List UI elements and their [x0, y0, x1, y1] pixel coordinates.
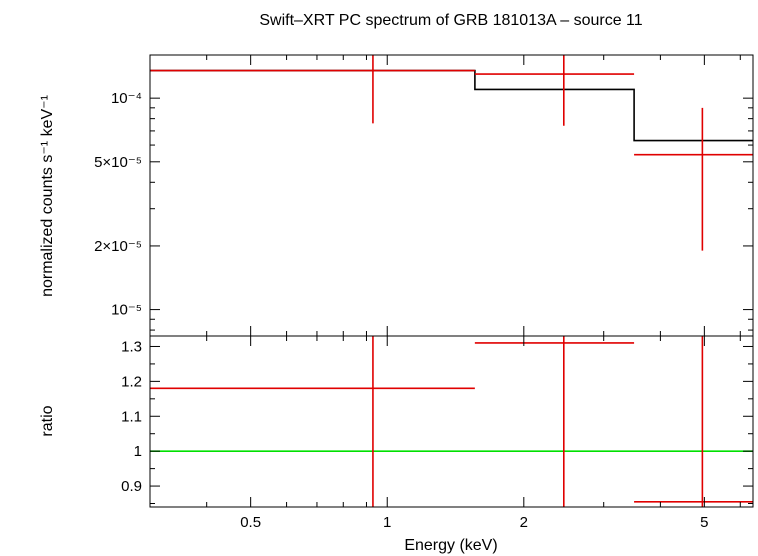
ratio-data-point-1 — [150, 336, 475, 507]
spectrum-data-point-1 — [150, 55, 475, 124]
ratio-axis-ticks: 0.5 1 2 5 0.9 1 1.1 1.2 1.3 — [121, 336, 753, 531]
x-tick-label: 2 — [520, 514, 528, 531]
spectrum-panel: 10⁻⁴ 5×10⁻⁵ 2×10⁻⁵ 10⁻⁵ normalized counts s… — [39, 54, 754, 337]
spectrum-data-point-2 — [474, 55, 635, 126]
ratio-data-point-3 — [634, 336, 753, 507]
x-tick-label: 1 — [383, 514, 391, 531]
spectrum-y-tick-label: 2×10⁻⁵ — [94, 238, 142, 255]
ratio-frame — [149, 335, 754, 508]
ratio-y-tick-label: 1.3 — [121, 338, 142, 355]
ratio-y-tick-label: 1.1 — [121, 408, 142, 425]
spectrum-y-tick-label: 5×10⁻⁵ — [94, 154, 142, 171]
spectrum-ylabel: normalized counts s⁻¹ keV⁻¹ — [39, 95, 56, 297]
spectrum-y-tick-label: 10⁻⁵ — [111, 302, 142, 319]
ratio-ylabel: ratio — [39, 405, 56, 436]
model-step-line — [150, 69, 753, 142]
ratio-y-tick-label: 0.9 — [121, 478, 142, 495]
x-tick-label: 5 — [700, 514, 708, 531]
model-step-path — [150, 69, 753, 142]
spectrum-frame — [149, 54, 754, 337]
chart-title: Swift–XRT PC spectrum of GRB 181013A – s… — [259, 12, 642, 29]
ratio-data-points — [150, 336, 753, 507]
ratio-data-point-2 — [474, 336, 635, 507]
spectrum-data-points — [150, 55, 753, 251]
spectrum-data-point-3 — [634, 107, 753, 251]
x-axis-label: Energy (keV) — [404, 537, 497, 554]
ratio-panel: 0.5 1 2 5 0.9 1 1.1 1.2 1.3 ratio Energy (keV) — [39, 335, 754, 554]
ratio-y-tick-label: 1.2 — [121, 373, 142, 390]
spectrum-y-tick-label: 10⁻⁴ — [111, 90, 142, 107]
spectrum-axis-ticks: 10⁻⁴ 5×10⁻⁵ 2×10⁻⁵ 10⁻⁵ — [94, 55, 753, 336]
ratio-y-tick-label: 1 — [134, 443, 142, 460]
x-tick-label: 0.5 — [240, 514, 261, 531]
